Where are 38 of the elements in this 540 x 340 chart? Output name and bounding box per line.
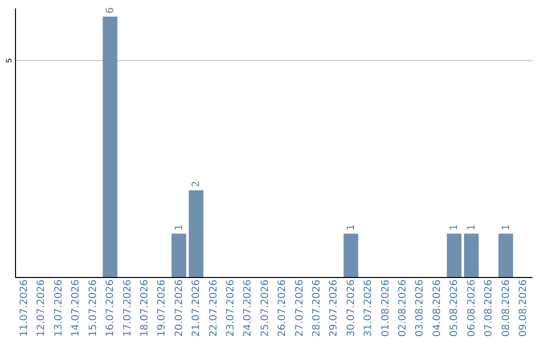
data-label: 6 — [105, 7, 116, 14]
x-tick-label: 11.07.2026 — [19, 280, 30, 337]
x-tick-label: 24.07.2026 — [242, 280, 254, 337]
data-label: 1 — [466, 224, 478, 231]
x-tick-label: 06.08.2026 — [466, 280, 478, 337]
x-tick-label: 21.07.2026 — [191, 280, 202, 337]
x-tick-label: 16.07.2026 — [105, 280, 116, 337]
x-tick-label: 07.08.2026 — [484, 280, 495, 337]
x-tick-label: 20.07.2026 — [174, 280, 185, 337]
x-tick-label: 25.07.2026 — [260, 280, 271, 337]
x-tick-label: 15.07.2026 — [88, 280, 99, 337]
x-tick-label: 14.07.2026 — [70, 280, 82, 337]
x-tick-label: 30.07.2026 — [346, 280, 357, 337]
x-tick-label: 02.08.2026 — [398, 280, 409, 337]
x-tick-label: 09.08.2026 — [518, 280, 529, 337]
y-tick-label: 5 — [4, 58, 14, 63]
x-tick-label: 12.07.2026 — [36, 280, 48, 337]
x-tick-label: 29.07.2026 — [328, 280, 340, 337]
x-tick-label: 31.07.2026 — [363, 280, 374, 337]
x-tick-label: 27.07.2026 — [294, 280, 306, 337]
x-tick-label: 17.07.2026 — [122, 280, 134, 337]
x-tick-label: 28.07.2026 — [312, 280, 323, 337]
x-tick-label: 18.07.2026 — [139, 280, 150, 337]
data-label: 2 — [191, 180, 202, 188]
x-tick-label: 22.07.2026 — [208, 280, 220, 337]
x-tick-label: 05.08.2026 — [449, 280, 460, 337]
x-tick-label: 26.07.2026 — [277, 280, 288, 337]
x-tick-label: 13.07.2026 — [53, 280, 64, 337]
x-tick-label: 19.07.2026 — [156, 280, 168, 337]
x-tick-label: 03.08.2026 — [414, 280, 426, 337]
x-tick-label: 04.08.2026 — [432, 280, 443, 337]
x-tick-label: 23.07.2026 — [225, 280, 236, 337]
x-tick-label: 08.08.2026 — [500, 280, 512, 337]
x-tick-label: 01.08.2026 — [380, 280, 392, 337]
data-label: 1 — [346, 224, 357, 231]
data-label: 1 — [174, 224, 185, 231]
data-label: 1 — [449, 224, 460, 231]
data-label: 1 — [500, 224, 512, 231]
